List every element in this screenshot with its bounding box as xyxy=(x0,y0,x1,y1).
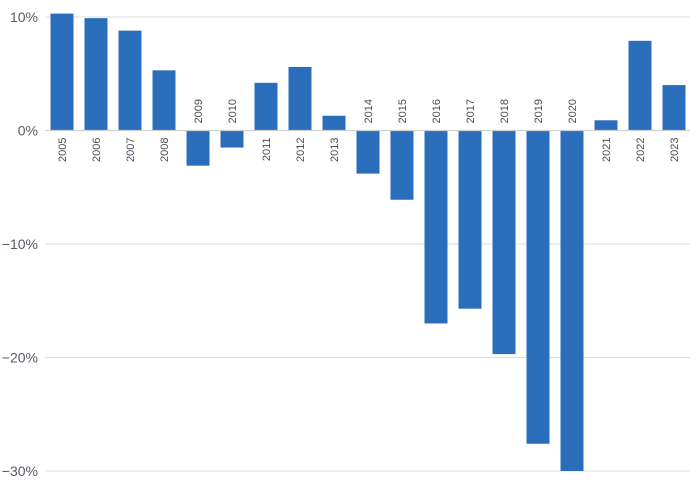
bar xyxy=(390,130,414,200)
bar xyxy=(152,70,176,131)
bar xyxy=(594,120,618,131)
bar xyxy=(356,130,380,174)
bar xyxy=(254,82,278,131)
bar xyxy=(424,130,448,324)
x-tick-label: 2023 xyxy=(669,138,681,162)
x-tick-label: 2008 xyxy=(159,138,171,162)
bars xyxy=(50,13,686,471)
bar xyxy=(118,30,142,131)
x-tick-label: 2010 xyxy=(227,99,239,123)
y-tick-label: 0% xyxy=(18,123,38,139)
x-tick-label: 2018 xyxy=(499,99,511,123)
x-tick-label: 2011 xyxy=(261,138,273,162)
x-tick-label: 2017 xyxy=(465,99,477,123)
bar xyxy=(220,130,244,148)
bar xyxy=(458,130,482,309)
x-tick-label: 2005 xyxy=(57,138,69,162)
y-tick-label: −20% xyxy=(2,350,38,366)
bar xyxy=(492,130,516,355)
x-tick-label: 2012 xyxy=(295,138,307,162)
bar xyxy=(560,130,584,471)
x-tick-label: 2007 xyxy=(125,138,137,162)
x-tick-label: 2015 xyxy=(397,99,409,123)
bar xyxy=(628,40,652,131)
x-tick-label: 2013 xyxy=(329,138,341,162)
bar xyxy=(322,115,346,131)
bar xyxy=(84,18,108,131)
bar xyxy=(526,130,550,444)
y-tick-label: −10% xyxy=(2,236,38,252)
bar xyxy=(50,13,74,131)
y-axis-tick-labels: 10% 0% −10% −20% −30% xyxy=(2,9,38,479)
x-tick-label: 2006 xyxy=(91,138,103,162)
x-tick-label: 2016 xyxy=(431,99,443,123)
x-axis-tick-labels: 2005 2006 2007 2008 2009 2010 2011 2012 2013 2014… xyxy=(57,99,681,162)
x-tick-label: 2021 xyxy=(601,138,613,162)
x-tick-label: 2022 xyxy=(635,138,647,162)
y-tick-label: 10% xyxy=(10,9,38,25)
bar xyxy=(186,130,210,166)
x-tick-label: 2009 xyxy=(193,99,205,123)
x-tick-label: 2014 xyxy=(363,99,375,123)
gridlines xyxy=(45,16,690,472)
bar xyxy=(288,66,312,131)
y-tick-label: −30% xyxy=(2,463,38,479)
bar xyxy=(662,85,686,131)
x-tick-label: 2020 xyxy=(567,99,579,123)
x-tick-label: 2019 xyxy=(533,99,545,123)
